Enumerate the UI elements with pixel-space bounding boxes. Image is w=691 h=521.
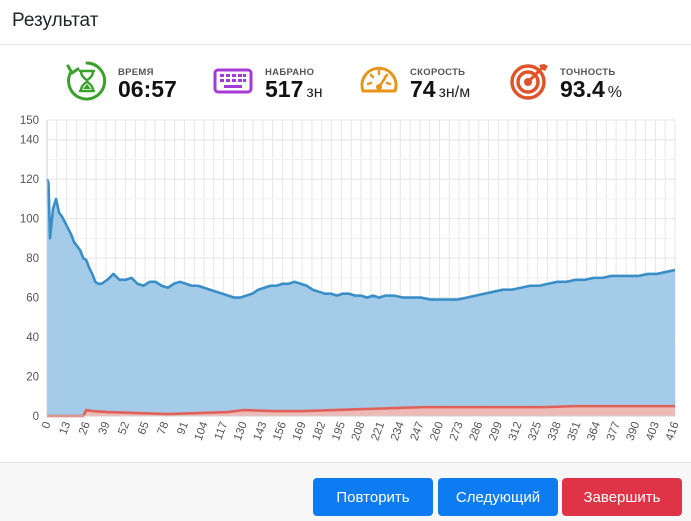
- y-tick-label: 80: [26, 253, 39, 265]
- results-header: Результат: [0, 0, 691, 45]
- x-tick-label: 39: [97, 420, 113, 436]
- y-tick-label: 150: [20, 115, 39, 127]
- x-tick-label: 117: [213, 420, 231, 441]
- x-tick-label: 338: [546, 420, 564, 442]
- stat-typed-unit: зн: [306, 84, 323, 101]
- error-series-line: [47, 404, 675, 418]
- x-tick-label: 286: [467, 420, 485, 442]
- stat-accuracy-value: 93.4%: [560, 76, 622, 102]
- x-tick-label: 260: [428, 420, 446, 442]
- x-tick-label: 299: [487, 420, 505, 442]
- x-tick-label: 182: [310, 420, 328, 442]
- x-tick-label: 273: [448, 420, 466, 442]
- keyboard-icon: [213, 68, 253, 94]
- stat-typed-value: 517 зн: [265, 76, 323, 102]
- x-tick-label: 91: [175, 420, 191, 436]
- speedometer-icon: [360, 66, 398, 93]
- x-tick-label: 156: [271, 420, 289, 442]
- stat-time-value: 06:57: [118, 76, 177, 102]
- x-tick-label: 65: [136, 420, 152, 436]
- x-tick-label: 104: [193, 420, 211, 442]
- stat-accuracy-unit: %: [607, 84, 622, 101]
- page-title: Результат: [12, 10, 99, 31]
- next-button[interactable]: Следующий: [438, 478, 558, 516]
- y-tick-label: 60: [26, 293, 39, 305]
- y-tick-label: 20: [26, 372, 39, 384]
- x-tick-label: 390: [624, 420, 642, 442]
- x-tick-label: 0: [40, 420, 53, 430]
- x-tick-label: 416: [664, 420, 682, 442]
- stat-speed-unit: зн/м: [438, 84, 471, 101]
- y-tick-label: 40: [26, 332, 39, 344]
- x-tick-label: 403: [644, 420, 662, 442]
- stat-typed-label: НАБРАНО: [265, 67, 315, 78]
- hourglass-icon: [66, 61, 107, 101]
- x-tick-label: 364: [585, 420, 603, 442]
- speed-series-area: [47, 179, 675, 416]
- y-tick-label: 140: [20, 135, 39, 147]
- y-tick-label: 0: [33, 411, 39, 423]
- x-tick-label: 13: [58, 420, 74, 436]
- x-tick-label: 247: [409, 420, 427, 442]
- x-tick-label: 52: [116, 420, 132, 436]
- y-tick-label: 100: [20, 214, 39, 226]
- x-tick-label: 351: [566, 420, 584, 442]
- stat-time: ВРЕМЯ 06:57: [66, 54, 196, 110]
- stat-accuracy-label: ТОЧНОСТЬ: [560, 67, 616, 78]
- x-tick-label: 78: [156, 420, 172, 436]
- x-tick-label: 143: [252, 420, 270, 442]
- finish-button[interactable]: Завершить: [562, 478, 682, 516]
- speed-series-line: [45, 178, 676, 301]
- x-tick-label: 221: [369, 420, 387, 442]
- x-tick-label: 169: [291, 420, 309, 442]
- x-tick-label: 312: [507, 420, 525, 442]
- target-icon: [510, 64, 548, 100]
- x-tick-label: 325: [526, 420, 544, 442]
- repeat-button[interactable]: Повторить: [313, 478, 433, 516]
- stat-speed-value: 74 зн/м: [410, 76, 471, 102]
- y-tick-label: 120: [20, 174, 39, 186]
- x-tick-label: 195: [330, 420, 348, 442]
- stat-accuracy: ТОЧНОСТЬ 93.4%: [508, 54, 658, 110]
- x-tick-label: 234: [389, 420, 407, 442]
- stats-bar: ВРЕМЯ 06:57 НАБРАНО 517 зн СКОРОСТЬ 74 зн/…: [0, 54, 691, 110]
- x-tick-label: 26: [77, 420, 93, 436]
- footer-bar: Повторить Следующий Завершить: [0, 462, 691, 521]
- stat-time-label: ВРЕМЯ: [118, 67, 154, 78]
- x-tick-label: 130: [232, 420, 250, 442]
- x-tick-label: 377: [605, 420, 623, 442]
- stat-speed: СКОРОСТЬ 74 зн/м: [358, 54, 498, 110]
- stat-speed-label: СКОРОСТЬ: [410, 67, 466, 78]
- stat-typed: НАБРАНО 517 зн: [212, 54, 352, 110]
- x-tick-label: 208: [350, 420, 368, 442]
